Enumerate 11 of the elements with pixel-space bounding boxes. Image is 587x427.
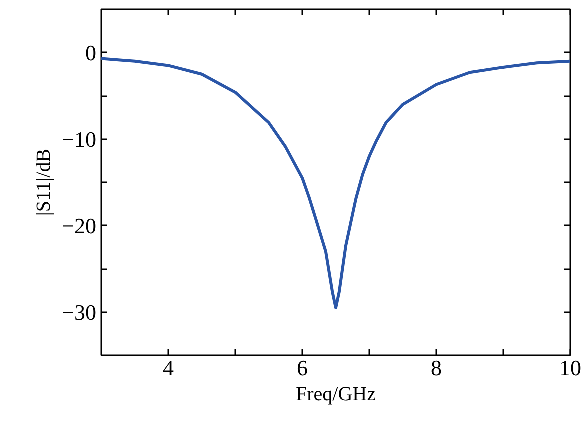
y-axis-title: |S11|/dB (33, 148, 56, 216)
x-tick-label: 10 (560, 356, 582, 380)
x-tick-label: 6 (297, 356, 308, 380)
y-tick-label: 0 (86, 40, 96, 66)
y-tick-label: −10 (62, 126, 97, 152)
x-tick-label: 4 (163, 356, 174, 380)
x-tick-label: 8 (431, 356, 442, 380)
y-tick-label: −30 (62, 300, 97, 325)
y-tick-label: −20 (62, 213, 97, 238)
x-axis-title: Freq/GHz (296, 384, 376, 406)
line-series (102, 57, 570, 310)
